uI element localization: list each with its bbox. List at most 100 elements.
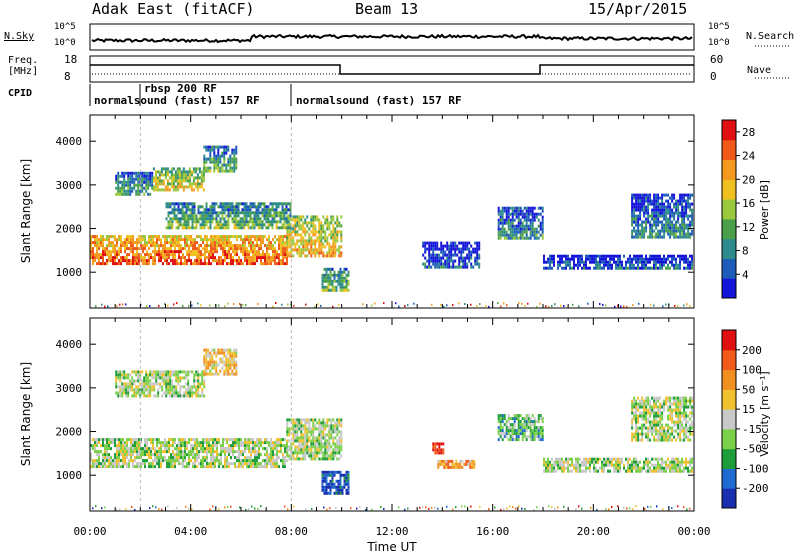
range-cell [639, 235, 642, 239]
range-cell [272, 253, 274, 257]
range-cell [503, 227, 506, 231]
range-cell [194, 438, 196, 442]
range-cell [219, 145, 222, 149]
range-cell [325, 470, 328, 474]
range-cell [339, 479, 342, 483]
range-cell [149, 192, 152, 196]
range-cell [325, 270, 328, 274]
range-cell [667, 199, 670, 203]
range-cell [248, 262, 250, 266]
range-cell [651, 223, 654, 227]
range-cell [212, 459, 214, 463]
range-cell [136, 253, 138, 257]
range-cell [191, 208, 194, 212]
range-cell [507, 236, 510, 240]
range-cell [130, 241, 132, 245]
range-cell [332, 239, 335, 243]
range-cell [220, 244, 222, 248]
range-cell [158, 256, 160, 260]
range-cell [466, 253, 469, 257]
range-cell [144, 247, 146, 251]
range-cell [266, 250, 268, 254]
range-cell [327, 276, 330, 280]
range-cell [691, 232, 694, 236]
range-cell [306, 427, 309, 431]
nave-tick-low: 0 [710, 70, 717, 83]
range-cell [247, 220, 250, 224]
range-cell [637, 199, 640, 203]
range-cell [306, 230, 309, 234]
range-cell [673, 232, 676, 236]
range-cell [304, 445, 307, 449]
range-cell [322, 245, 325, 249]
range-cell [643, 257, 645, 261]
range-cell [278, 256, 280, 260]
range-cell [213, 366, 216, 370]
range-cell [302, 215, 305, 219]
range-cell [447, 462, 450, 466]
range-cell [252, 250, 254, 254]
range-cell [168, 235, 170, 239]
range-cell [318, 242, 321, 246]
range-cell [166, 250, 168, 254]
range-cell [476, 256, 479, 260]
range-cell [203, 169, 206, 173]
range-cell [286, 256, 288, 260]
range-cell [687, 217, 690, 221]
range-cell [569, 263, 571, 267]
range-cell [430, 247, 433, 251]
range-cell [589, 254, 591, 258]
range-cell [681, 211, 684, 215]
range-cell [681, 254, 683, 258]
range-cell [499, 432, 502, 436]
range-cell [108, 244, 110, 248]
range-cell [126, 447, 128, 451]
range-cell [213, 148, 216, 152]
range-cell [134, 438, 136, 442]
range-cell [567, 257, 569, 261]
range-cell [277, 202, 280, 206]
range-cell [108, 438, 110, 442]
range-cell [242, 450, 244, 454]
range-cell [507, 426, 510, 430]
range-cell [110, 438, 112, 442]
range-cell [217, 351, 220, 355]
range-cell [292, 451, 295, 455]
range-cell [245, 205, 248, 209]
range-cell [657, 266, 659, 270]
range-cell [325, 285, 328, 289]
range-cell [262, 262, 264, 266]
range-cell [222, 241, 224, 245]
range-cell [118, 259, 120, 263]
range-cell [448, 262, 451, 266]
freq-panel [89, 55, 790, 83]
range-cell [438, 253, 441, 257]
range-cell [306, 224, 309, 228]
range-cell [164, 459, 166, 463]
range-cell [193, 205, 196, 209]
range-cell [150, 465, 152, 469]
range-cell [244, 456, 246, 460]
range-cell [286, 248, 289, 252]
range-cell [120, 247, 122, 251]
range-cell [92, 256, 94, 260]
range-cell [338, 448, 341, 452]
range-cell [643, 196, 646, 200]
range-cell [200, 441, 202, 445]
range-cell [675, 205, 678, 209]
range-cell [145, 370, 148, 374]
range-cell [260, 244, 262, 248]
range-cell [335, 488, 338, 492]
range-cell [657, 223, 660, 227]
range-cell [213, 372, 216, 376]
range-cell [341, 270, 344, 274]
range-cell [150, 238, 152, 242]
range-cell [210, 456, 212, 460]
range-cell [196, 176, 199, 180]
range-cell [192, 238, 194, 242]
range-cell [464, 265, 467, 269]
range-cell [217, 169, 220, 173]
range-cell [340, 233, 343, 237]
range-cell [244, 259, 246, 263]
range-cell [194, 176, 197, 180]
